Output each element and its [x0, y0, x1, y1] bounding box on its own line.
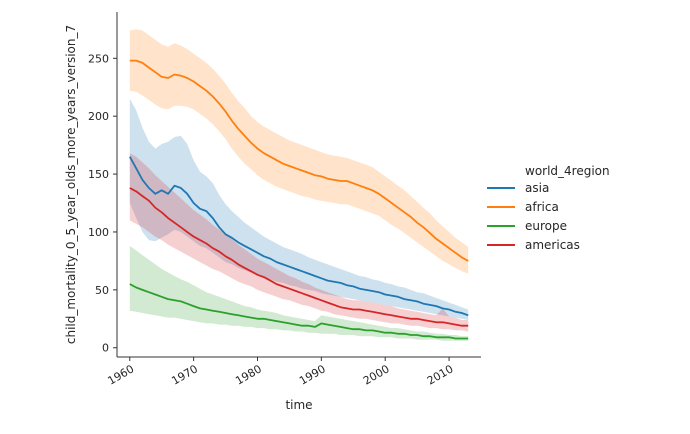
legend-label-asia: asia	[525, 181, 549, 195]
y-tick-label: 200	[88, 110, 109, 123]
band-americas	[129, 153, 469, 332]
x-tick-label: 2010	[425, 362, 456, 387]
band-europe	[129, 245, 469, 341]
legend-label-americas: americas	[525, 238, 580, 252]
y-tick-label: 0	[102, 342, 109, 355]
y-tick-label: 100	[88, 226, 109, 239]
band-africa	[129, 29, 469, 274]
line-americas	[129, 187, 469, 327]
band-asia	[129, 98, 469, 320]
y-tick-label: 250	[88, 52, 109, 65]
x-axis-title: time	[285, 398, 312, 412]
y-axis-ticks: 0 50 100 150 200 250	[88, 52, 117, 355]
legend-label-africa: africa	[525, 200, 559, 214]
y-tick-label: 150	[88, 168, 109, 181]
legend: world_4region asia africa europe americas	[487, 164, 610, 252]
legend-title: world_4region	[525, 164, 610, 178]
line-asia	[129, 156, 469, 317]
legend-items: asia africa europe americas	[487, 181, 580, 252]
line-africa	[129, 59, 469, 262]
x-tick-label: 1990	[297, 362, 328, 387]
legend-label-europe: europe	[525, 219, 567, 233]
confidence-bands	[129, 29, 469, 341]
x-tick-label: 2000	[361, 362, 392, 387]
y-axis-title: child_mortality_0_5_year_olds_more_years…	[64, 25, 78, 344]
x-axis-ticks: 1960 1970 1980 1990 2000 2010	[106, 357, 456, 388]
x-tick-label: 1980	[233, 362, 264, 387]
y-tick-label: 50	[95, 284, 109, 297]
line-europe	[129, 283, 469, 340]
x-tick-label: 1960	[106, 362, 137, 387]
x-tick-label: 1970	[169, 362, 200, 387]
series-lines	[129, 59, 469, 340]
